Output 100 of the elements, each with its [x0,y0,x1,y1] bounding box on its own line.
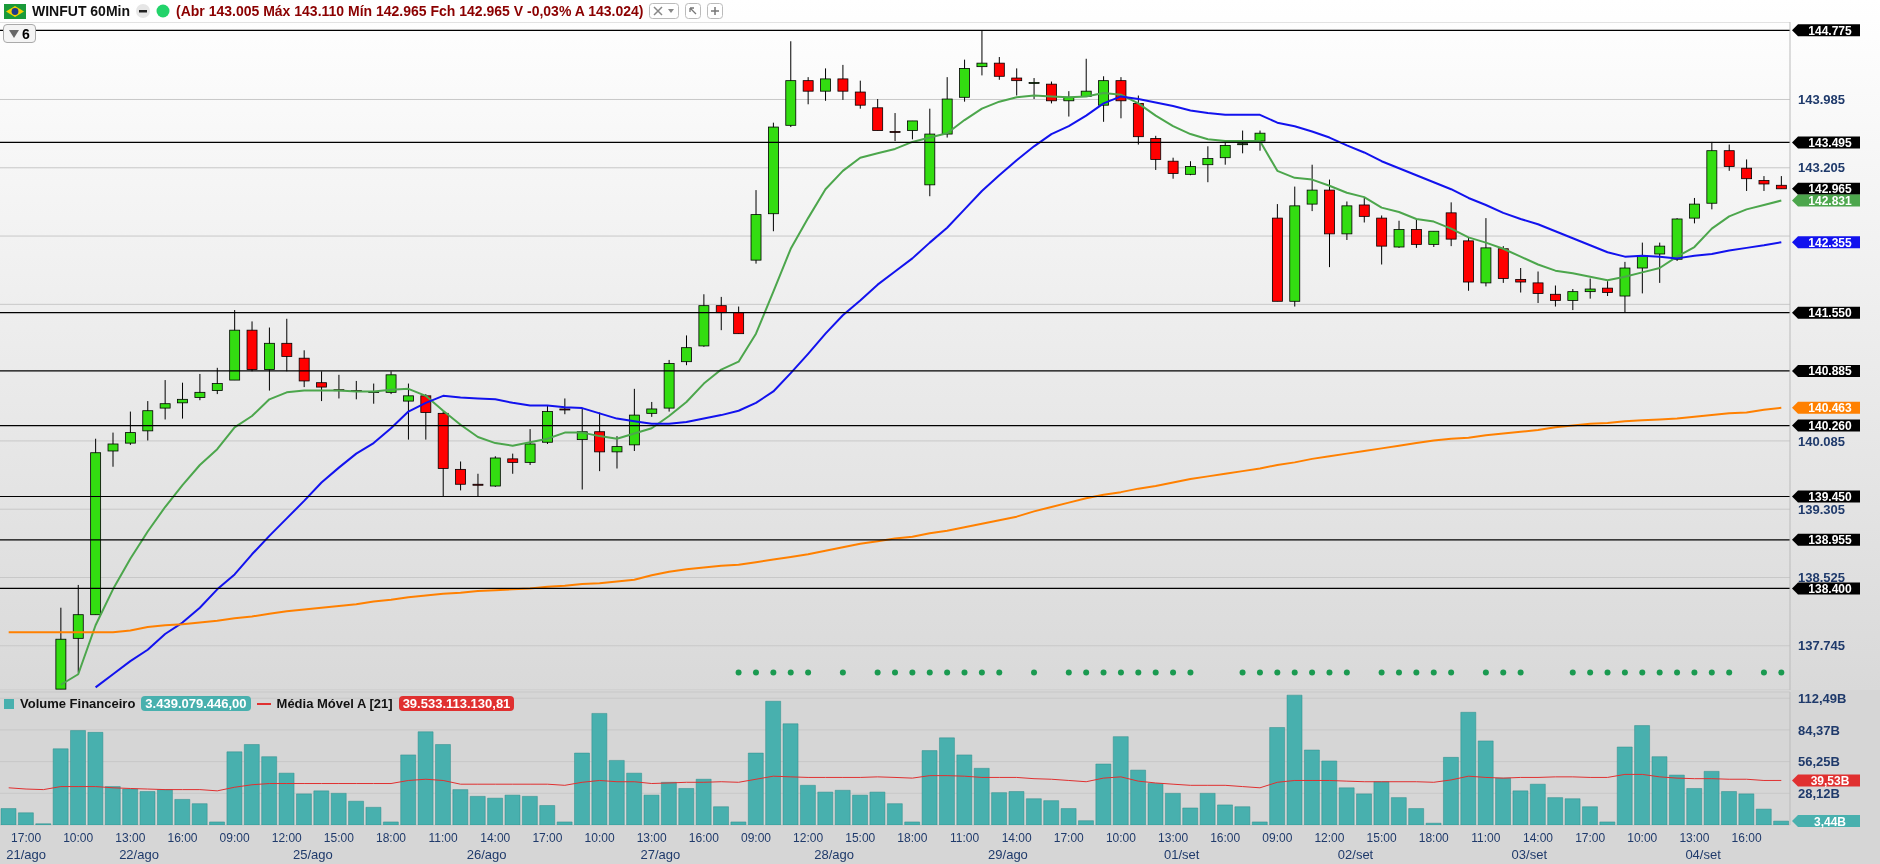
y-tick-label: 143.205 [1798,160,1845,176]
ref-line-label: 138.955 [1808,533,1853,548]
text: 27/ago [640,847,681,862]
x-tick-label: 18:00 [897,831,928,845]
candlestick [1011,67,1023,97]
x-tick-label: 18:00 [376,831,407,845]
annotation: 39.533.113.130,81 [398,696,515,711]
candlestick [1723,144,1735,172]
x-tick-label: 12:00 [271,831,303,845]
x-tick-label: 16:00 [1731,831,1762,845]
y-tick-label: 56,25B [1798,754,1840,770]
candlestick [1393,220,1405,249]
candlestick [907,120,918,140]
x-tick-label: 15:00 [323,831,355,845]
text: 01/set [1164,847,1200,862]
candlestick [177,382,188,420]
x-tick-label: 09:00 [219,831,250,845]
x-tick-label: 13:00 [1679,831,1710,845]
candlestick [455,461,466,491]
annotation: 3.439.079.446,00 [141,696,251,711]
candlestick [1689,197,1700,224]
ref-line-label: 144.775 [1808,23,1853,38]
text: 03/set [1511,847,1548,862]
x-tick-label: 16:00 [167,831,198,845]
x-tick-label: 11:00 [428,831,459,845]
candlestick [1411,218,1422,249]
x-tick-label: 13:00 [115,831,146,845]
candlestick [559,397,571,415]
candlestick [837,64,849,101]
x-tick-label: 15:00 [845,831,876,845]
legend-label: Volume Financeiro [20,696,136,711]
candlestick [854,80,866,110]
text: 3,44B [1813,814,1847,829]
candlestick [159,379,171,420]
y-tick-label: 140.085 [1798,433,1845,449]
text: 25/ago [292,847,333,862]
candlestick [1306,164,1318,212]
candlestick [1358,197,1370,223]
candlestick [1028,77,1040,100]
ref-line-label: 140.885 [1808,364,1853,379]
candlestick [872,98,884,132]
x-tick-label: 11:00 [949,831,980,845]
candlestick [1515,267,1527,294]
text: 26/ago [466,847,507,862]
candlestick [194,373,206,401]
annotation: 6 [22,25,30,42]
candlestick [1636,242,1648,294]
text: 21/ago [6,847,46,862]
line-series [8,773,1782,792]
candlestick [1167,157,1179,180]
x-tick-label: 12:00 [793,831,824,845]
candlestick [611,435,623,469]
x-tick-label: 11:00 [1471,831,1501,845]
x-tick-label: 18:00 [1418,831,1450,845]
x-tick-label: 09:00 [740,831,772,845]
x-tick-label: 14:00 [1522,831,1554,845]
x-tick-label: 16:00 [688,831,720,845]
x-tick-label: 17:00 [1575,831,1606,845]
text: 39,53B [1810,773,1850,788]
candlestick [1741,158,1752,192]
text: 28/ago [814,847,855,862]
y-tick-label: 112,49B [1798,690,1847,706]
x-tick-label: 09:00 [1262,831,1293,845]
ref-line-label: 140.260 [1808,419,1853,434]
candlestick [1584,278,1596,300]
candlestick [107,432,119,468]
line-series [7,406,1783,634]
text: 22/ago [119,847,159,862]
x-tick-label: 13:00 [1158,831,1189,845]
candlestick [1758,175,1770,192]
text: 140.463 [1808,401,1853,416]
text: 02/set [1337,847,1374,862]
candlestick [1202,145,1214,183]
x-tick-label: 10:00 [584,831,615,845]
candlestick [524,428,536,466]
text: 142.965 [1808,182,1853,197]
x-tick-label: 14:00 [1001,831,1032,845]
y-tick-label: 137.745 [1798,638,1845,654]
ref-line-label: 141.550 [1808,306,1853,321]
x-tick-label: 12:00 [1314,831,1345,845]
text: 29/ago [988,847,1028,862]
candlestick [681,334,692,366]
x-tick-label: 13:00 [636,831,668,845]
candlestick [1550,285,1561,308]
x-tick-label: 15:00 [1366,831,1397,845]
candlestick [1654,242,1666,284]
candlestick [993,56,1005,81]
candlestick [507,453,519,475]
candlestick [1567,288,1579,311]
text: 142.355 [1808,235,1853,250]
text: 142.831 [1808,194,1853,209]
chart-title: WINFUT 60Min [32,3,130,19]
x-tick-label: 10:00 [1105,831,1137,845]
x-tick-label: 10:00 [63,831,94,845]
x-tick-label: 14:00 [480,831,511,845]
chart-subtitle: (Abr 143.005 Máx 143.110 Mín 142.965 Fch 142.965 V -0,03% A 143.024) [176,3,644,19]
y-tick-label: 143.985 [1798,92,1845,108]
x-tick-label: 17:00 [1053,831,1085,845]
y-tick-label: 84,37B [1798,722,1840,738]
x-tick-label: 16:00 [1210,831,1241,845]
